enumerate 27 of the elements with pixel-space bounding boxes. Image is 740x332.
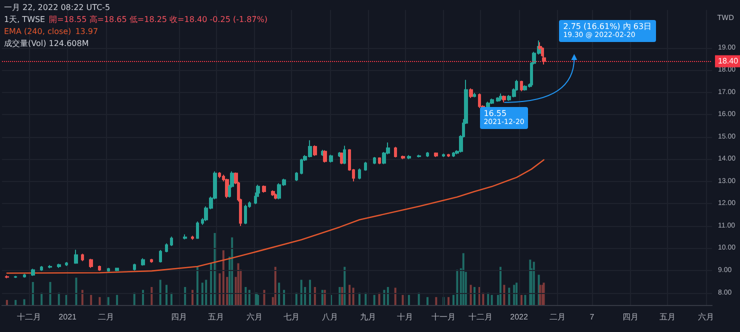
x-tick-label: 五月 (208, 312, 224, 322)
x-tick-label: 2022 (510, 312, 528, 322)
x-tick-label: 四月 (170, 312, 187, 322)
annotation: 2.75 (16.61%) 內 63日 (563, 22, 652, 31)
x-tick-label: 六月 (246, 312, 262, 322)
x-tick-label: 十二月 (17, 312, 42, 322)
ref-line-label: 18.40 (718, 56, 739, 66)
x-tick-label: 十二月 (468, 312, 493, 322)
annotation: 13.97 (75, 27, 98, 36)
x-tick-label: 八月 (322, 312, 338, 322)
text: EMA (240, close) (4, 27, 72, 36)
x-tick-label: 十一月 (432, 312, 456, 322)
text: 1天, TWSE (4, 15, 46, 24)
x-tick-label: 四月 (622, 312, 638, 322)
x-tick-label: 二月 (549, 312, 566, 322)
x-tick-label: 九月 (360, 312, 376, 322)
x-tick-label: 7 (590, 312, 595, 322)
x-tick-label: 二月 (98, 312, 114, 322)
x-tick-label: 2021 (58, 312, 78, 322)
x-tick-label: 六月 (698, 312, 714, 322)
x-tick-label: 五月 (659, 312, 676, 322)
x-tick-label: 十月 (397, 312, 414, 322)
annotation: 開=18.55 高=18.65 低=18.25 收=18.40 -0.25 (-1.87%) (49, 15, 268, 24)
annotation: 一月 22, 2022 08:22 UTC-5 (4, 3, 110, 12)
x-tick-label: 七月 (283, 312, 300, 322)
annotation: 成交量(Vol) 124.608M (4, 39, 89, 48)
annotation: 16.55 (484, 109, 508, 118)
